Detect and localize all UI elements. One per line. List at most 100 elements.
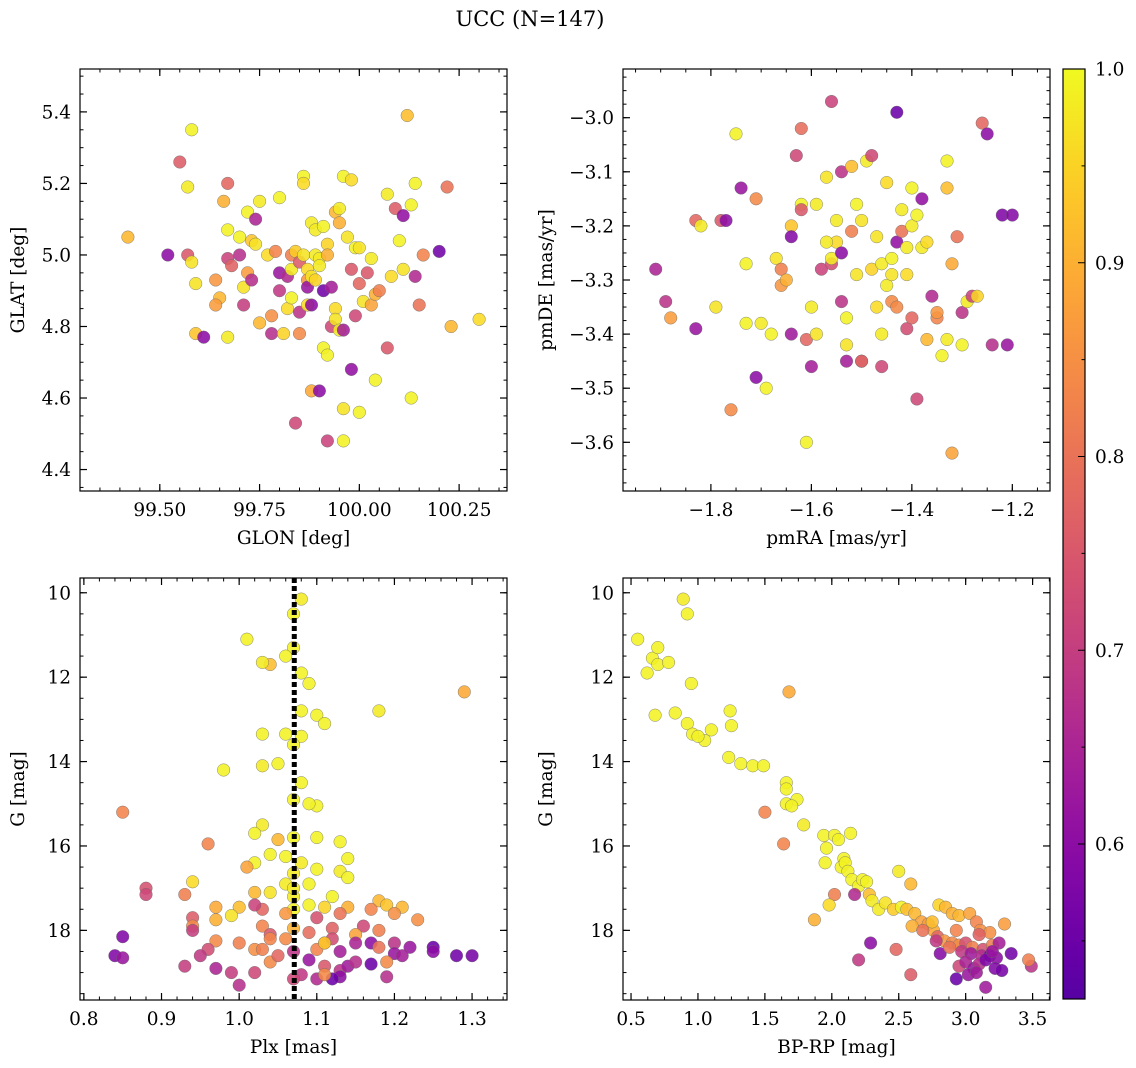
scatter-point: [297, 176, 311, 190]
scatter-point: [659, 295, 673, 309]
scatter-point: [209, 298, 223, 312]
scatter-point: [249, 212, 263, 226]
scatter-point: [900, 268, 914, 282]
scatter-point: [293, 327, 307, 341]
scatter-point: [995, 964, 1009, 978]
scatter-point: [245, 273, 259, 287]
scatter-point: [217, 763, 231, 777]
scatter-point: [649, 262, 663, 276]
scatter-point: [983, 926, 997, 940]
scatter-point: [820, 170, 834, 184]
y-tick-label: 14: [47, 752, 71, 773]
scatter-point: [332, 201, 346, 215]
scatter-point: [774, 262, 788, 276]
scatter-point: [277, 327, 291, 341]
scatter-point: [848, 888, 862, 902]
x-tick-label: −1.8: [688, 500, 733, 521]
scatter-point: [704, 723, 718, 737]
scatter-point: [807, 913, 821, 927]
y-axis-label: pmDE [mas/yr]: [536, 209, 557, 351]
scatter-point: [820, 235, 834, 249]
scatter-point: [764, 327, 778, 341]
scatter-point: [804, 360, 818, 374]
scatter-point: [408, 176, 422, 190]
scatter-point: [273, 284, 287, 298]
scatter-point: [885, 268, 899, 282]
scatter-point: [840, 338, 854, 352]
scatter-point: [440, 180, 454, 194]
scatter-point: [905, 181, 919, 195]
y-tick-label: 12: [590, 668, 614, 689]
scatter-point: [333, 907, 347, 921]
scatter-point: [799, 333, 813, 347]
scatter-point: [380, 970, 394, 984]
scatter-point: [940, 154, 954, 168]
x-tick-label: 2.5: [884, 1009, 913, 1030]
scatter-point: [1022, 953, 1036, 967]
scatter-point: [318, 936, 332, 950]
scatter-point: [224, 909, 238, 923]
scatter-point: [344, 173, 358, 187]
scatter-point: [676, 592, 690, 606]
scatter-point: [294, 666, 308, 680]
scatter-point: [875, 360, 889, 374]
scatter-point: [970, 289, 984, 303]
scatter-point: [221, 176, 235, 190]
y-tick-label: 18: [47, 921, 71, 942]
scatter-point: [364, 957, 378, 971]
scatter-point: [904, 877, 918, 891]
scatter-point: [832, 833, 846, 847]
scatter-point: [279, 727, 293, 741]
scatter-point: [651, 641, 665, 655]
x-axis-label: Plx [mas]: [250, 1037, 337, 1058]
scatter-point: [372, 923, 386, 937]
scatter-point: [380, 955, 394, 969]
scatter-point: [248, 898, 262, 912]
scatter-point: [368, 373, 382, 387]
scatter-point: [233, 248, 247, 262]
scatter-point: [209, 934, 223, 948]
scatter-point: [651, 658, 665, 672]
scatter-point: [400, 108, 414, 122]
scatter-point: [186, 875, 200, 889]
x-tick-label: 1.1: [302, 1009, 331, 1030]
scatter-point: [161, 248, 175, 262]
x-axis-label: BP-RP [mag]: [777, 1037, 895, 1058]
x-tick-label: 3.5: [1018, 1009, 1047, 1030]
scatter-point: [444, 320, 458, 334]
colorbar-gradient: [1062, 68, 1086, 1000]
scatter-point: [870, 230, 884, 244]
scatter-point: [404, 198, 418, 212]
scatter-point: [341, 852, 355, 866]
scatter-point: [332, 216, 346, 230]
scatter-point: [850, 197, 864, 211]
scatter-point: [814, 262, 828, 276]
scatter-point: [294, 776, 308, 790]
scatter-point: [835, 295, 849, 309]
scatter-point: [318, 717, 332, 731]
scatter-point: [955, 338, 969, 352]
scatter-point: [289, 416, 303, 430]
scatter-point: [835, 246, 849, 260]
y-tick-label: 4.8: [42, 317, 71, 338]
scatter-point: [784, 230, 798, 244]
scatter-points: [649, 94, 1019, 460]
x-tick-label: 0.8: [69, 1009, 98, 1030]
scatter-point: [352, 277, 366, 291]
scatter-point: [253, 194, 267, 208]
scatter-point: [789, 149, 803, 163]
scatter-point: [895, 224, 909, 238]
scatter-point: [318, 968, 332, 982]
scatter-point: [779, 273, 793, 287]
scatter-point: [308, 273, 322, 287]
x-tick-label: 0.9: [147, 1009, 176, 1030]
scatter-point: [217, 194, 231, 208]
scatter-point: [785, 799, 799, 813]
scatter-point: [224, 966, 238, 980]
scatter-point: [904, 968, 918, 982]
scatter-point: [662, 655, 676, 669]
scatter-point: [916, 923, 930, 937]
scatter-point: [273, 191, 287, 205]
scatter-point: [850, 268, 864, 282]
scatter-points: [631, 592, 1038, 994]
